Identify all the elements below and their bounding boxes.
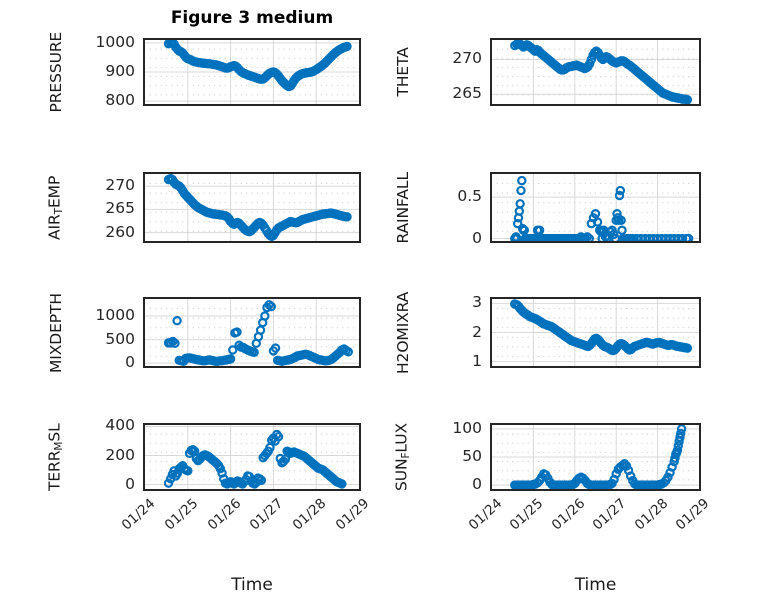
ylabel-h2omixra: H2OMIXRA [394,291,412,373]
ytick-label-h2omixra: 1 [472,351,482,370]
xtick-label: 01/27 [589,495,630,534]
xaxis-label-terr_msl: Time [231,575,273,595]
plot-box-theta [490,38,701,106]
plot-box-air_temp [143,172,361,243]
ytick-label-h2omixra: 3 [472,293,482,312]
xtick-label: 01/25 [507,495,547,534]
ytick-label-sun_flux: 100 [452,418,482,437]
ytick-label-air_temp: 270 [105,176,135,195]
ytick-label-terr_msl: 200 [105,445,135,464]
ylabel-tail: EMP [45,175,64,208]
ytick-label-pressure: 900 [105,62,135,80]
data-series-h2omixra [510,299,693,356]
xtick-label: 01/26 [548,495,589,534]
plot-area-theta [492,40,699,104]
ylabel-text: H2OMIXRA [394,291,412,374]
ylabel-terr_msl: TERRMSL [46,423,65,491]
xtick-label: 01/27 [247,495,287,534]
ytick-label-rainfall: 0 [472,228,482,247]
ytick-label-air_temp: 265 [105,199,135,218]
ytick-label-pressure: 800 [105,91,135,110]
plot-area-mixdepth [145,299,359,366]
plot-box-rainfall [490,172,701,243]
ytick-label-mixdepth: 0 [125,353,135,372]
xtick-label: 01/29 [672,495,713,534]
ylabel-text: AIR [45,213,64,240]
data-series-terr_msl [163,429,347,489]
data-series-rainfall [510,175,694,241]
ylabel-text: TERR [45,450,64,491]
xtick-label: 01/28 [631,495,671,534]
figure-canvas: 800 900 1000 PRESSURE Figure 3 medium 265 270 T… [46,8,713,595]
ylabel-theta: THETA [394,47,412,96]
ylabel-mixdepth: MIXDEPTH [47,293,65,373]
ylabel-subscript: F [400,452,412,459]
ylabel-text: RAINFALL [394,171,412,243]
ylabel-pressure: PRESSURE [47,32,65,113]
xtick-label: 01/24 [118,495,159,534]
plot-box-mixdepth [143,297,361,368]
figure-title: Figure 3 medium [170,8,334,28]
ylabel-air_temp: AIRTEMP [46,175,65,239]
ylabel-sun_flux: SUNFLUX [393,423,412,491]
ytick-label-rainfall: 0.5 [457,187,482,206]
data-series-mixdepth [163,299,353,366]
ylabel-text: PRESSURE [47,31,65,113]
plot-area-pressure [145,40,359,104]
xtick-label: 01/29 [332,495,373,534]
ytick-label-terr_msl: 0 [125,474,135,493]
ytick-label-terr_msl: 400 [105,416,135,435]
ylabel-subscript: T [53,207,65,214]
ytick-label-air_temp: 260 [105,222,135,241]
ylabel-text: SUN [392,458,411,491]
plot-box-pressure [143,38,361,106]
ytick-label-mixdepth: 500 [105,329,135,348]
ylabel-subscript: M [53,441,65,451]
ytick-label-theta: 270 [452,49,482,68]
minor-grid-pressure [149,48,355,96]
xtick-label: 01/24 [465,495,506,534]
xtick-label: 01/26 [204,495,244,534]
data-series-theta [510,40,693,104]
ytick-label-pressure: 1000 [95,32,135,51]
xtick-label: 01/28 [289,495,330,534]
plot-box-terr_msl [143,423,361,491]
plot-area-terr_msl [145,425,359,489]
data-series-sun_flux [510,425,687,489]
ylabel-rainfall: RAINFALL [394,172,412,243]
xaxis-label-sun_flux: Time [574,575,617,595]
ytick-label-mixdepth: 1000 [95,305,135,324]
ylabel-tail: SL [45,423,64,442]
ytick-label-sun_flux: 0 [472,475,482,494]
plot-area-rainfall [492,174,699,241]
plot-area-sun_flux [492,425,699,489]
ytick-label-h2omixra: 2 [472,322,482,341]
plot-box-h2omixra [490,297,701,368]
plot-area-h2omixra [492,299,699,366]
xtick-label: 01/25 [161,495,202,534]
ylabel-tail: LUX [392,423,411,453]
data-series-air_temp [163,174,352,241]
plot-area-air_temp [145,174,359,241]
plot-box-sun_flux [490,423,701,491]
ylabel-text: MIXDEPTH [47,292,65,373]
ytick-label-sun_flux: 50 [462,447,482,465]
ytick-label-theta: 265 [452,84,482,103]
data-series-pressure [163,40,352,92]
ylabel-text: THETA [394,47,412,97]
